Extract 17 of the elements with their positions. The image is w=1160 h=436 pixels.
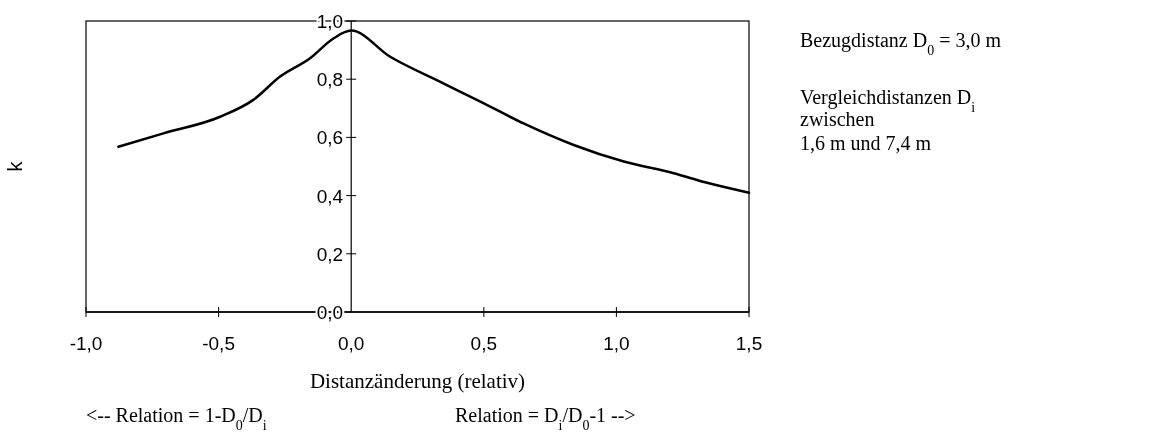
text: Relation = D$_{i}$/D$_{0}$-1 --> (455, 404, 636, 433)
text: Bezugdistanz D$_{0}$ = 3,0 m (800, 29, 1002, 58)
y-tick-label: 0,2 (316, 243, 344, 265)
y-axis-title: k (4, 160, 26, 172)
y-tick-label: 0,4 (316, 185, 344, 207)
x-tick-label: -1,0 (69, 333, 103, 354)
text: <-- Relation = 1-D$_{0}$/D$_{i}$ (86, 404, 267, 433)
x-tick-label: 0,5 (470, 333, 498, 354)
x-axis-title: Distanzänderung (relativ) (309, 369, 526, 393)
x-tick-label: 1,5 (735, 333, 763, 354)
x-tick-label: 1,0 (603, 333, 630, 354)
x-tick-label: 0,0 (337, 333, 365, 354)
x-tick-label: -0,5 (202, 333, 235, 354)
text: 1,6 m und 7,4 m (800, 132, 932, 154)
y-tick-label: 0,8 (316, 69, 344, 91)
y-tick-label: 0,6 (316, 127, 344, 149)
text: zwischen (800, 108, 875, 130)
